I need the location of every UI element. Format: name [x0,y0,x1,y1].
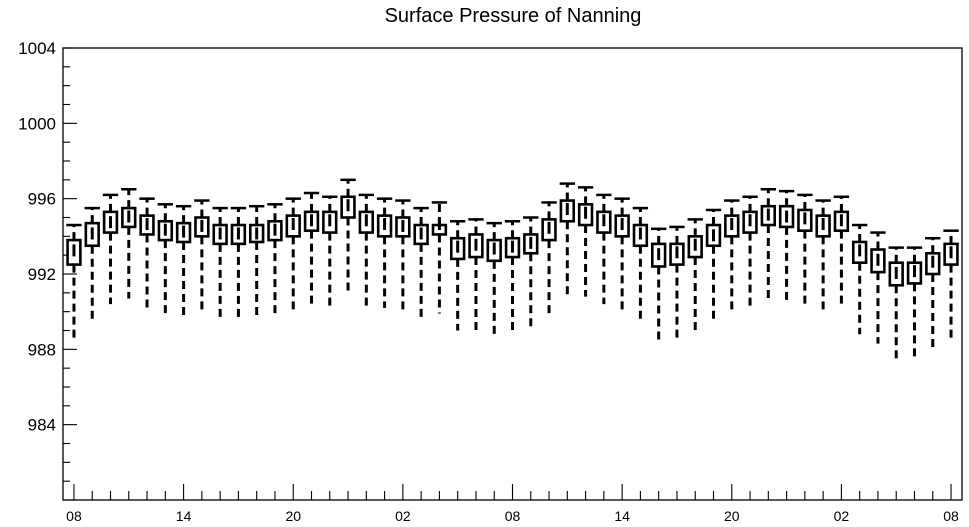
y-tick-label: 984 [28,416,56,435]
y-tick-label: 988 [28,340,56,359]
y-tick-label: 992 [28,265,56,284]
plot-area: 984 988 992 996 1000 1004 08 14 20 02 08 14 20 02 08 [18,39,963,524]
x-tick-label: 08 [66,508,82,524]
x-tick-label: 08 [943,508,959,524]
y-tick-label: 1004 [18,39,56,58]
y-tick-label: 1000 [18,114,56,133]
x-tick-label: 02 [395,508,411,524]
x-tick-label: 08 [505,508,521,524]
x-tick-label: 14 [176,508,192,524]
chart-title: Surface Pressure of Nanning [385,5,642,27]
x-tick-label: 14 [614,508,630,524]
x-tick-label: 20 [724,508,740,524]
x-tick-label: 20 [285,508,301,524]
y-tick-label: 996 [28,190,56,209]
x-tick-label: 02 [834,508,850,524]
